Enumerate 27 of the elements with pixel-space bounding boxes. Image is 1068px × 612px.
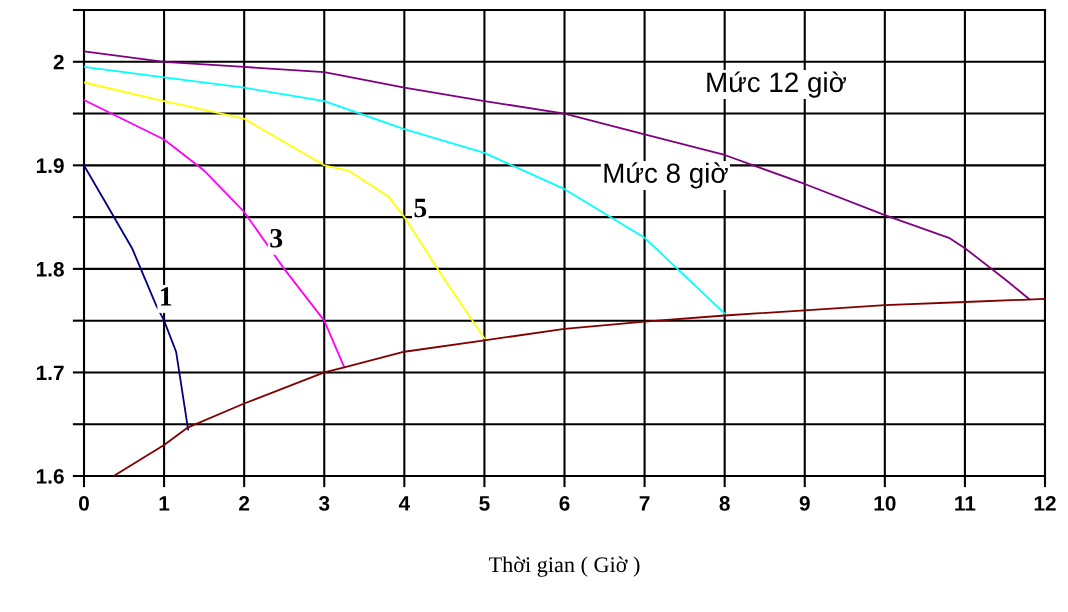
x-tick-label: 8	[719, 495, 730, 511]
x-tick-label: 1	[159, 496, 170, 511]
x-tick-label: 0	[79, 495, 89, 511]
x-tick-label: 9	[799, 495, 810, 511]
x-tick-label: 11	[955, 496, 976, 511]
y-tick-label: 1.7	[36, 365, 64, 380]
y-tick-label: 2	[53, 54, 64, 70]
y-tick-label: 1.8	[36, 261, 64, 277]
x-tick-label: 10	[874, 495, 896, 511]
x-tick-label: 12	[1034, 495, 1056, 511]
x-tick-label: 5	[479, 496, 490, 511]
annotation: Mức 8 giờ	[604, 162, 728, 189]
x-tick-label: 6	[559, 495, 570, 511]
x-tick-label: 2	[239, 495, 250, 511]
annotation: Mức 12 giờ	[707, 71, 846, 98]
line-series	[84, 99, 346, 369]
x-tick-label: 4	[398, 496, 411, 511]
x-tick-label: 7	[639, 496, 650, 511]
line-series	[84, 81, 486, 340]
line-series	[84, 164, 190, 431]
y-tick-label: 1.6	[36, 469, 64, 484]
annotation: 3	[270, 228, 283, 248]
x-tick-label: 3	[318, 495, 330, 511]
x-axis-title: Thời gian ( Giờ )	[488, 556, 640, 577]
y-tick-label: 1.9	[36, 158, 64, 174]
annotation: 1	[160, 287, 172, 306]
annotation: 5	[414, 198, 427, 218]
